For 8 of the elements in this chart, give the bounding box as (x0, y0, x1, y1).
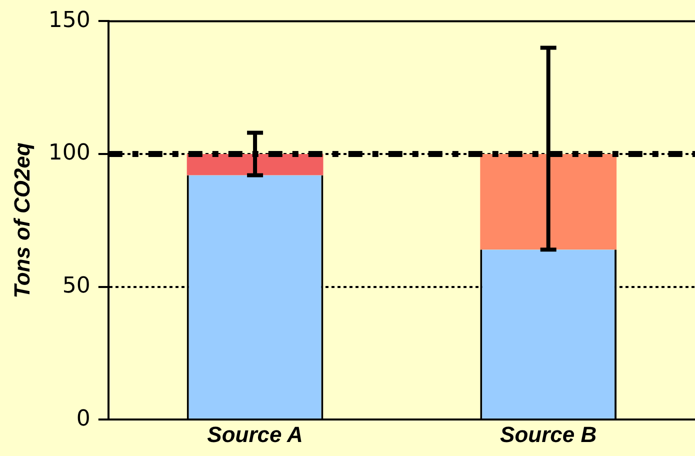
y-axis-title: Tons of CO2eq (9, 142, 34, 298)
x-tick-label: Source A (207, 422, 303, 447)
y-tick-label: 100 (48, 140, 90, 166)
bar (480, 154, 617, 250)
y-tick-label: 50 (62, 274, 90, 299)
y-tick-label: 0 (76, 406, 90, 432)
x-tick-label: Source B (500, 422, 597, 447)
y-tick-label: 150 (48, 8, 90, 33)
